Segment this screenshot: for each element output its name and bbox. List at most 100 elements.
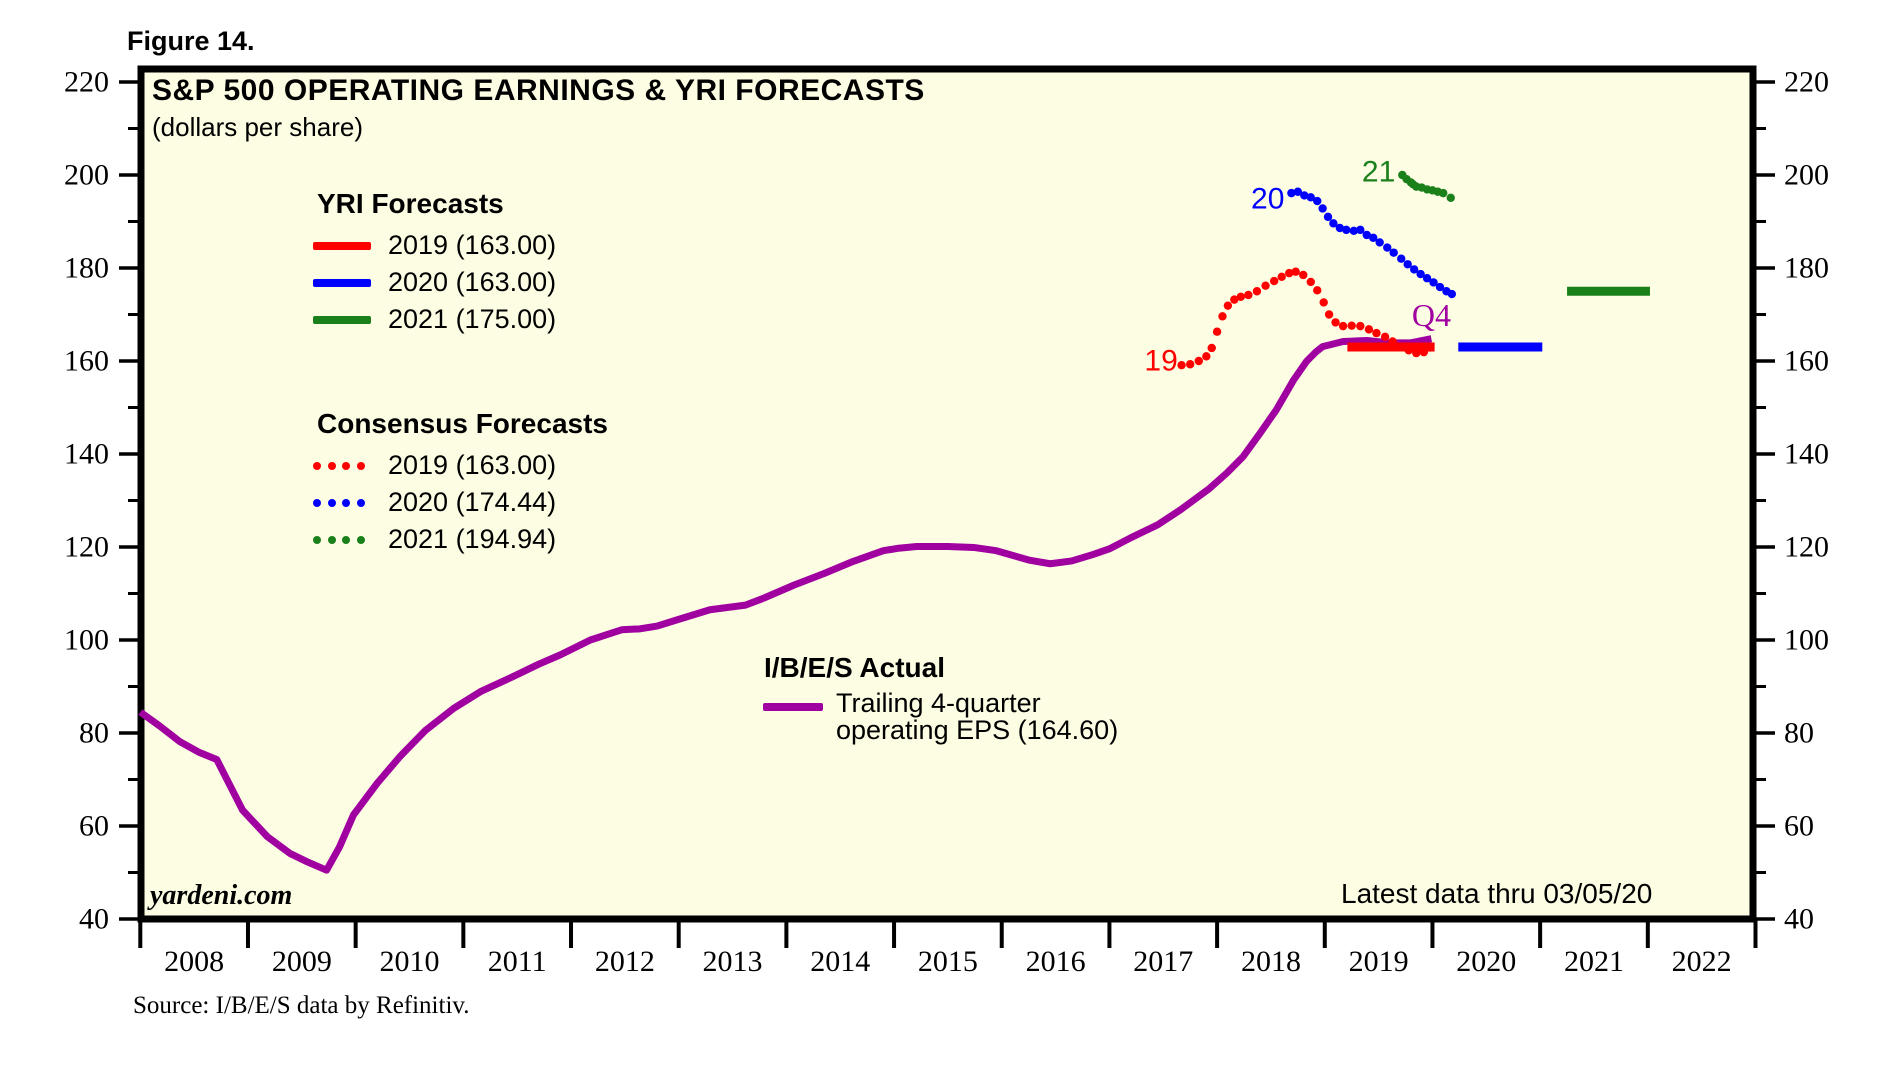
series-dot (1306, 277, 1315, 287)
legend-item-yri-2021: 2021 (175.00) (313, 301, 556, 338)
legend-item-yri-2020: 2020 (163.00) (313, 264, 556, 301)
y-tick-label-right: 40 (1784, 903, 1814, 936)
series-dot (1397, 254, 1406, 263)
annotation-q4: Q4 (1412, 297, 1451, 333)
series-dot (1409, 265, 1419, 274)
latest-data-note: Latest data thru 03/05/20 (1341, 878, 1653, 909)
plot-frame (137, 65, 1757, 923)
ibes-legend-line1: Trailing 4-quarter (836, 688, 1041, 718)
series-dot (1252, 287, 1262, 296)
annotation-19: 19 (1144, 345, 1177, 378)
series-dot (1287, 188, 1296, 198)
series-dot (1389, 248, 1398, 257)
yardeni-watermark: yardeni.com (150, 880, 293, 911)
x-year-label: 2018 (1241, 945, 1301, 978)
series-dot (1356, 321, 1365, 331)
series-dot (1269, 276, 1279, 286)
series-dot (1277, 272, 1286, 282)
series-dot (1329, 219, 1338, 228)
series-dot (1439, 188, 1448, 198)
ibes-legend-heading: I/B/E/S Actual (764, 652, 946, 683)
legend-item-label: 2021 (194.94) (388, 524, 557, 554)
y-tick-label-left: 140 (64, 438, 109, 471)
series-dot (1369, 233, 1378, 242)
series-dot (1372, 328, 1381, 338)
x-year-label: 2013 (703, 945, 763, 978)
x-year-label: 2022 (1672, 945, 1732, 978)
series-dot (1218, 312, 1227, 321)
blue-dotted-swatch (313, 498, 365, 507)
series-dot (1380, 332, 1390, 342)
series-dot (1338, 321, 1348, 331)
series-dot (1207, 343, 1216, 353)
y-axis: 40 40 60 60 80 80 100 100 120 120 140 140 160 160 180 1… (64, 66, 1829, 936)
y-tick-label-left: 60 (79, 810, 109, 843)
x-year-label: 2011 (488, 945, 547, 978)
y-tick-label-left: 40 (79, 903, 109, 936)
x-year-label: 2012 (595, 945, 655, 978)
x-year-label: 2020 (1456, 945, 1516, 978)
y-tick-label-right: 60 (1784, 810, 1814, 843)
series-dot (1202, 352, 1211, 361)
series-dot (1446, 193, 1455, 202)
series-dot (1435, 282, 1445, 292)
series-dot (1403, 260, 1412, 269)
x-year-label: 2016 (1026, 945, 1086, 978)
legend-item-label: 2019 (163.00) (388, 230, 557, 260)
series-dot (1313, 196, 1322, 206)
x-year-label: 2008 (164, 945, 224, 978)
series-dot (1236, 292, 1245, 302)
series-dot (1261, 281, 1270, 290)
series-dot (1230, 295, 1239, 304)
x-axis: 2008 2009 2010 2011 2012 2013 2014 2015 2016 2017… (138, 919, 1758, 978)
series-dot (1447, 289, 1457, 299)
y-tick-label-left: 200 (64, 159, 109, 192)
series-dot (1416, 269, 1425, 279)
legend-item-label: 2020 (174.44) (388, 487, 557, 517)
series-line (138, 335, 1433, 874)
chart-title: S&P 500 OPERATING EARNINGS & YRI FORECAS… (152, 74, 925, 107)
legend-item-label: 2019 (163.00) (388, 450, 557, 480)
annotation-20: 20 (1251, 183, 1284, 216)
y-tick-label-left: 220 (64, 66, 109, 99)
series-dot (1319, 298, 1328, 307)
consensus-forecasts-legend: Consensus Forecasts 2019 (163.00) 2020 (… (313, 408, 608, 558)
yri-legend-items: 2019 (163.00) 2020 (163.00) 2021 (175.00… (313, 227, 556, 338)
annotation-21: 21 (1362, 156, 1395, 189)
series-dot (1299, 270, 1308, 280)
series-dot (1244, 290, 1253, 300)
y-tick-label-left: 100 (64, 624, 109, 657)
series-dot (1364, 325, 1374, 334)
series-dot (1356, 225, 1365, 235)
legend-item-consensus-2019: 2019 (163.00) (313, 447, 608, 484)
red-line-swatch (313, 241, 371, 250)
y-tick-label-right: 160 (1784, 345, 1829, 378)
y-tick-label-right: 200 (1784, 159, 1829, 192)
series-dot (1383, 243, 1392, 252)
series-dot (1313, 286, 1322, 295)
series-dot (1349, 226, 1359, 235)
series-dot (1429, 278, 1438, 287)
green-dotted-swatch (313, 535, 365, 544)
x-year-label: 2019 (1349, 945, 1409, 978)
legend-item-label: 2020 (163.00) (388, 267, 557, 297)
series-dot (1335, 223, 1345, 233)
x-year-label: 2014 (810, 945, 870, 978)
y-tick-label-right: 140 (1784, 438, 1829, 471)
y-tick-label-left: 120 (64, 531, 109, 564)
consensus-legend-items: 2019 (163.00) 2020 (174.44) 2021 (194.94… (313, 447, 608, 558)
ibes-legend-row: Trailing 4-quarter operating EPS (164.60… (760, 690, 1118, 744)
series-dot (1323, 212, 1333, 222)
series-dot (1324, 310, 1334, 319)
series-layer (138, 170, 1650, 874)
legend-item-consensus-2020: 2020 (174.44) (313, 484, 608, 521)
y-tick-label-right: 80 (1784, 717, 1814, 750)
ibes-legend-line2: operating EPS (164.60) (836, 715, 1119, 745)
ibes-legend-text: Trailing 4-quarter operating EPS (164.60… (836, 690, 1118, 744)
yri-legend-heading: YRI Forecasts (317, 188, 504, 219)
series-dot (1347, 321, 1356, 330)
series-dot (1318, 204, 1327, 213)
y-tick-label-left: 160 (64, 345, 109, 378)
legend-item-label: 2021 (175.00) (388, 304, 557, 334)
